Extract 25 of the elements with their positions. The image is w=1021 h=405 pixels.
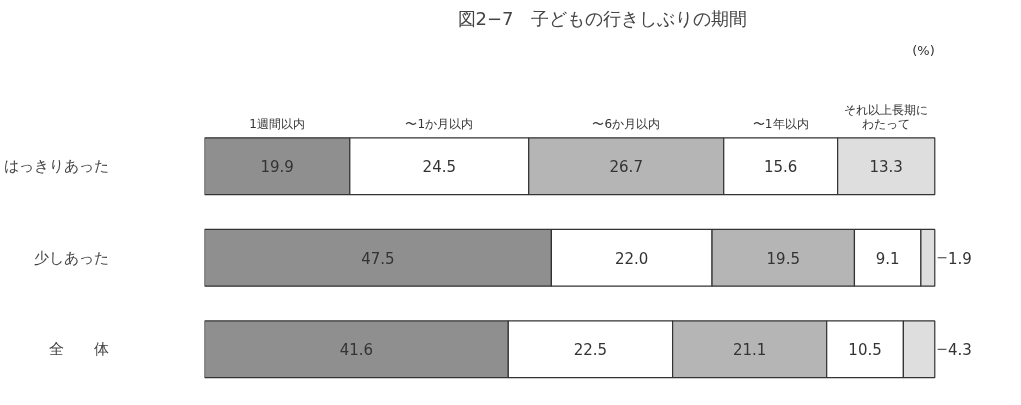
text: (%) — [912, 42, 935, 58]
data-label: 13.3 — [869, 158, 903, 177]
data-label: 19.9 — [260, 158, 294, 177]
data-label: 47.5 — [361, 249, 395, 268]
data-label: 15.6 — [763, 158, 798, 177]
y-tick-label: 全 体 — [48, 340, 109, 359]
data-label: 41.6 — [339, 341, 374, 360]
series-label: 〜1年以内 — [752, 116, 809, 131]
data-label: 24.5 — [422, 158, 456, 177]
y-tick-label: 少しあった — [33, 248, 109, 267]
data-label: 22.0 — [615, 249, 649, 268]
series-label: 〜1か月以内 — [405, 116, 474, 131]
series-label: それ以上長期にわたって — [844, 102, 929, 131]
y-tick-label: はっきりあった — [3, 157, 109, 176]
data-label: 26.7 — [609, 158, 643, 177]
data-label: 9.1 — [875, 249, 900, 268]
series-label: 〜6か月以内 — [592, 116, 661, 131]
data-label: 21.1 — [732, 341, 767, 360]
data-label: 1.9 — [947, 249, 972, 268]
data-label: 10.5 — [848, 341, 882, 360]
series-label: 1週間以内 — [249, 116, 305, 131]
data-label: 4.3 — [947, 341, 972, 360]
data-label: 22.5 — [573, 341, 608, 360]
chart-title: 図2−7 子どもの行きしぶりの期間 — [457, 7, 748, 29]
data-label: 19.5 — [766, 249, 800, 268]
